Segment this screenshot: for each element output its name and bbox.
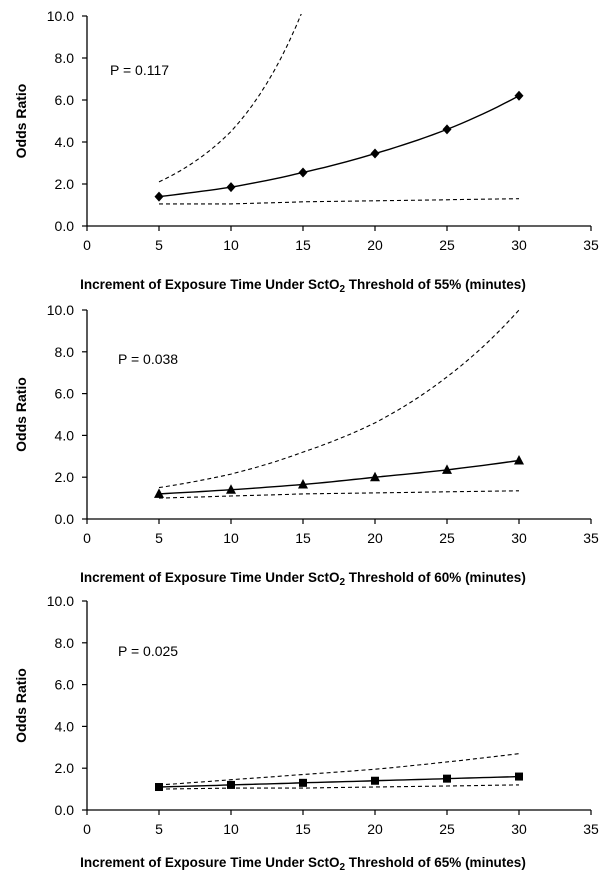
y-tick-label: 2.0 (55, 760, 75, 776)
x-tick-label: 10 (223, 530, 239, 546)
y-tick-label: 6.0 (55, 386, 75, 402)
y-tick-label: 2.0 (55, 469, 75, 485)
y-tick-label: 10.0 (47, 8, 74, 24)
x-axis-label-text: Increment of Exposure Time Under SctO (80, 570, 339, 585)
x-axis-label: Increment of Exposure Time Under SctO2 T… (80, 570, 526, 588)
x-axis-label-text: Threshold of 65% (minutes) (345, 855, 526, 870)
y-tick-label: 6.0 (55, 92, 75, 108)
x-tick-label: 30 (511, 821, 527, 837)
y-tick-label: 4.0 (55, 718, 75, 734)
y-tick-label: 0.0 (55, 218, 75, 234)
x-axis-label-subscript: 2 (339, 862, 345, 873)
x-axis-label-text: Threshold of 55% (minutes) (345, 277, 526, 292)
data-point-marker (514, 90, 524, 101)
y-tick-label: 2.0 (55, 176, 75, 192)
x-tick-label: 35 (583, 530, 599, 546)
series-group (158, 14, 520, 205)
data-point-marker (154, 488, 164, 498)
series-line-estimate (158, 775, 520, 788)
series-line-lower (158, 490, 520, 499)
x-tick-label: 10 (223, 237, 239, 253)
series-line-upper (158, 14, 302, 183)
x-axis-label-text: Increment of Exposure Time Under SctO (80, 277, 339, 292)
y-tick-label: 4.0 (55, 134, 75, 150)
y-tick-label: 0.0 (55, 511, 75, 527)
x-tick-label: 25 (439, 530, 455, 546)
data-point-marker (298, 167, 308, 178)
chart-panel-2: 0.0 2.0 4.0 6.0 8.0 10.0 0 5 10 15 20 25 30 35 Odds Ra… (13, 302, 599, 588)
x-axis-label-subscript: 2 (339, 577, 345, 588)
x-axis-label-subscript: 2 (339, 284, 345, 295)
y-axis-label: Odds Ratio (13, 377, 29, 452)
x-tick-label: 20 (367, 237, 383, 253)
y-tick-label: 8.0 (55, 344, 75, 360)
data-point-marker (443, 774, 451, 783)
data-point-marker (514, 454, 524, 465)
data-point-marker (370, 148, 380, 159)
x-tick-label: 25 (439, 821, 455, 837)
x-tick-label: 15 (295, 237, 311, 253)
data-point-marker (155, 783, 163, 792)
data-point-marker (370, 471, 380, 482)
x-tick-label: 15 (295, 530, 311, 546)
y-tick-label: 6.0 (55, 677, 75, 693)
series-line-upper (158, 753, 520, 786)
x-tick-label: 20 (367, 821, 383, 837)
y-tick-label: 8.0 (55, 635, 75, 651)
data-point-marker (226, 484, 236, 494)
x-axis-label: Increment of Exposure Time Under SctO2 T… (80, 277, 526, 295)
p-value-annotation: P = 0.117 (110, 62, 169, 78)
data-point-marker (442, 464, 452, 474)
data-point-marker (442, 124, 452, 135)
y-tick-label: 0.0 (55, 802, 75, 818)
x-tick-label: 5 (155, 821, 163, 837)
y-tick-label: 4.0 (55, 427, 75, 443)
chart-panel-3: 0.0 2.0 4.0 6.0 8.0 10.0 0 5 10 15 20 25 30 35 Odds Ra… (13, 593, 599, 873)
data-point-marker (299, 778, 307, 787)
y-axis-label: Odds Ratio (13, 84, 29, 159)
x-tick-label: 0 (83, 237, 91, 253)
x-tick-label: 35 (583, 821, 599, 837)
series-line-estimate (158, 95, 520, 198)
x-axis-label-text: Threshold of 60% (minutes) (345, 570, 526, 585)
x-tick-label: 35 (583, 237, 599, 253)
y-tick-label: 8.0 (55, 50, 75, 66)
x-tick-label: 10 (223, 821, 239, 837)
data-point-marker (227, 780, 235, 789)
x-tick-label: 20 (367, 530, 383, 546)
data-point-marker (515, 772, 523, 781)
series-group (158, 753, 520, 790)
y-tick-label: 10.0 (47, 302, 74, 318)
x-axis-label-text: Increment of Exposure Time Under SctO (80, 855, 339, 870)
series-line-estimate (158, 459, 520, 495)
x-tick-label: 30 (511, 237, 527, 253)
y-axis-label: Odds Ratio (13, 668, 29, 743)
y-tick-label: 10.0 (47, 593, 74, 609)
x-tick-label: 25 (439, 237, 455, 253)
data-point-marker (371, 776, 379, 785)
x-tick-label: 15 (295, 821, 311, 837)
x-tick-label: 0 (83, 530, 91, 546)
series-line-lower (159, 198, 520, 205)
p-value-annotation: P = 0.038 (118, 351, 178, 367)
x-tick-label: 5 (155, 530, 163, 546)
series-line-upper (158, 309, 520, 489)
data-point-marker (154, 191, 164, 202)
p-value-annotation: P = 0.025 (118, 643, 178, 659)
x-tick-label: 5 (155, 237, 163, 253)
x-axis-label: Increment of Exposure Time Under SctO2 T… (80, 855, 526, 873)
x-tick-label: 0 (83, 821, 91, 837)
chart-panel-1: 0.0 2.0 4.0 6.0 8.0 10.0 0 5 10 15 20 25 30 35 Odds Ra… (13, 8, 599, 295)
data-point-marker (226, 182, 236, 193)
data-point-marker (298, 479, 308, 489)
x-tick-label: 30 (511, 530, 527, 546)
series-group (158, 309, 520, 499)
